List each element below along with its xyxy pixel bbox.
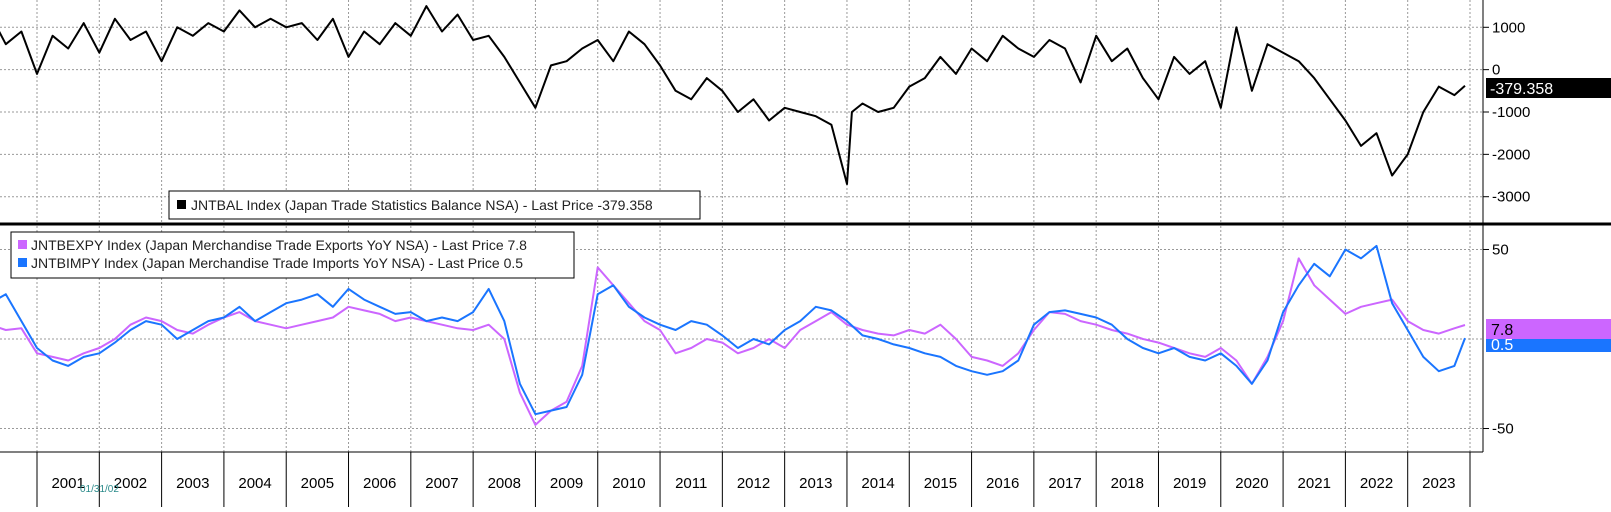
imports-last-value-text: 0.5 — [1491, 337, 1513, 354]
x-tick-label: 2022 — [1360, 475, 1393, 492]
x-tick-label: 2002 — [114, 475, 147, 492]
exports-legend-text: JNTBEXPY Index (Japan Merchandise Trade … — [31, 237, 527, 253]
x-tick-labels: 2001 2002 2003 2004 2005 2006 2007 2008 2009 2010… — [51, 475, 1455, 492]
bottom-y-tick-label: 50 — [1492, 241, 1509, 258]
imports-yoy-line — [0, 244, 1466, 416]
bottom-y-tick-label: -50 — [1492, 421, 1514, 438]
top-last-value-tag — [1486, 78, 1611, 98]
top-y-tick-label: -1000 — [1492, 104, 1530, 121]
x-tick-label: 2006 — [363, 475, 396, 492]
bottom-legend: JNTBEXPY Index (Japan Merchandise Trade … — [10, 231, 575, 279]
imports-legend-text: JNTBIMPY Index (Japan Merchandise Trade … — [31, 255, 523, 271]
x-tick-label: 2003 — [176, 475, 209, 492]
x-tick-label: 2023 — [1422, 475, 1455, 492]
top-legend-swatch — [177, 200, 186, 209]
x-tick-label: 2019 — [1173, 475, 1206, 492]
x-tick-label: 2011 — [675, 475, 707, 492]
bottom-y-tick-labels: 50 -50 — [1483, 241, 1514, 438]
x-tick-label: 2007 — [425, 475, 458, 492]
last-value-tags: -379.358 0.5 7.8 — [1486, 78, 1611, 354]
x-tick-label: 2021 — [1298, 475, 1331, 492]
x-tick-label: 2018 — [1111, 475, 1144, 492]
top-y-tick-label: 1000 — [1492, 19, 1525, 36]
top-panel-series — [0, 5, 1466, 185]
top-legend-text: JNTBAL Index (Japan Trade Statistics Bal… — [191, 197, 653, 213]
top-legend-box — [168, 190, 701, 220]
x-tick-label: 2005 — [301, 475, 334, 492]
top-legend: JNTBAL Index (Japan Trade Statistics Bal… — [168, 190, 701, 220]
x-tick-label: 2016 — [986, 475, 1019, 492]
imports-last-value-tag — [1486, 335, 1611, 352]
x-tick-label: 2013 — [799, 475, 832, 492]
top-y-tick-label: -3000 — [1492, 189, 1530, 206]
imports-legend-swatch — [18, 258, 27, 267]
x-tick-label: 2017 — [1048, 475, 1081, 492]
exports-legend-swatch — [18, 240, 27, 249]
x-tick-label: 2001 — [51, 475, 84, 492]
exports-last-value-tag — [1486, 319, 1611, 339]
bottom-legend-box — [10, 231, 575, 279]
trade-balance-line — [0, 5, 1466, 185]
gridlines — [0, 0, 1483, 507]
top-last-value-text: -379.358 — [1490, 81, 1553, 98]
top-y-tick-label: 0 — [1492, 62, 1500, 79]
x-tick-label: 2004 — [238, 475, 271, 492]
x-tick-label: 2014 — [861, 475, 894, 492]
x-tick-label: 2012 — [737, 475, 770, 492]
x-tick-label: 2010 — [612, 475, 645, 492]
top-y-tick-label: -2000 — [1492, 146, 1530, 163]
x-tick-label: 2009 — [550, 475, 583, 492]
top-y-tick-labels: 1000 0 -1000 -2000 -3000 — [1483, 19, 1530, 206]
x-tick-label: 2015 — [924, 475, 957, 492]
exports-last-value-text: 7.8 — [1491, 322, 1513, 339]
date-stamp: 01/31/02 — [80, 484, 119, 495]
bottom-panel-series — [0, 244, 1466, 426]
x-tick-label: 2008 — [488, 475, 521, 492]
x-tick-label: 2020 — [1235, 475, 1268, 492]
